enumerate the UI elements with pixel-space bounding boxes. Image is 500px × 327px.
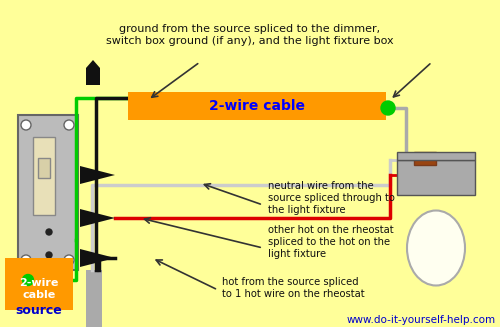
Text: www.do-it-yourself-help.com: www.do-it-yourself-help.com [347, 315, 496, 325]
Circle shape [64, 120, 74, 130]
Polygon shape [80, 209, 115, 227]
Bar [397, 160, 475, 195]
Bar [397, 152, 475, 160]
Text: neutral wire from the
source spliced through to
the light fixture: neutral wire from the source spliced thr… [268, 181, 395, 215]
Circle shape [64, 255, 74, 265]
Circle shape [46, 229, 52, 235]
Text: source: source [16, 304, 62, 318]
Bar [33, 137, 55, 215]
Circle shape [22, 274, 34, 285]
Circle shape [46, 252, 52, 258]
Bar [128, 92, 386, 120]
Bar [86, 270, 102, 327]
Bar [5, 258, 73, 310]
Text: other hot on the rheostat
spliced to the hot on the
light fixture: other hot on the rheostat spliced to the… [268, 225, 394, 259]
Circle shape [21, 255, 31, 265]
Polygon shape [80, 249, 115, 267]
Ellipse shape [407, 211, 465, 285]
Text: hot from the source spliced
to 1 hot wire on the rheostat: hot from the source spliced to 1 hot wir… [222, 277, 364, 299]
Text: 2-wire cable: 2-wire cable [209, 99, 305, 113]
Polygon shape [86, 60, 100, 85]
Bar [414, 152, 436, 165]
Bar [18, 115, 78, 270]
Polygon shape [80, 166, 115, 184]
Circle shape [381, 101, 395, 115]
Bar [38, 158, 50, 178]
Text: ground from the source spliced to the dimmer,
switch box ground (if any), and th: ground from the source spliced to the di… [106, 24, 394, 46]
Text: 2-wire
cable: 2-wire cable [20, 278, 59, 300]
Circle shape [21, 120, 31, 130]
